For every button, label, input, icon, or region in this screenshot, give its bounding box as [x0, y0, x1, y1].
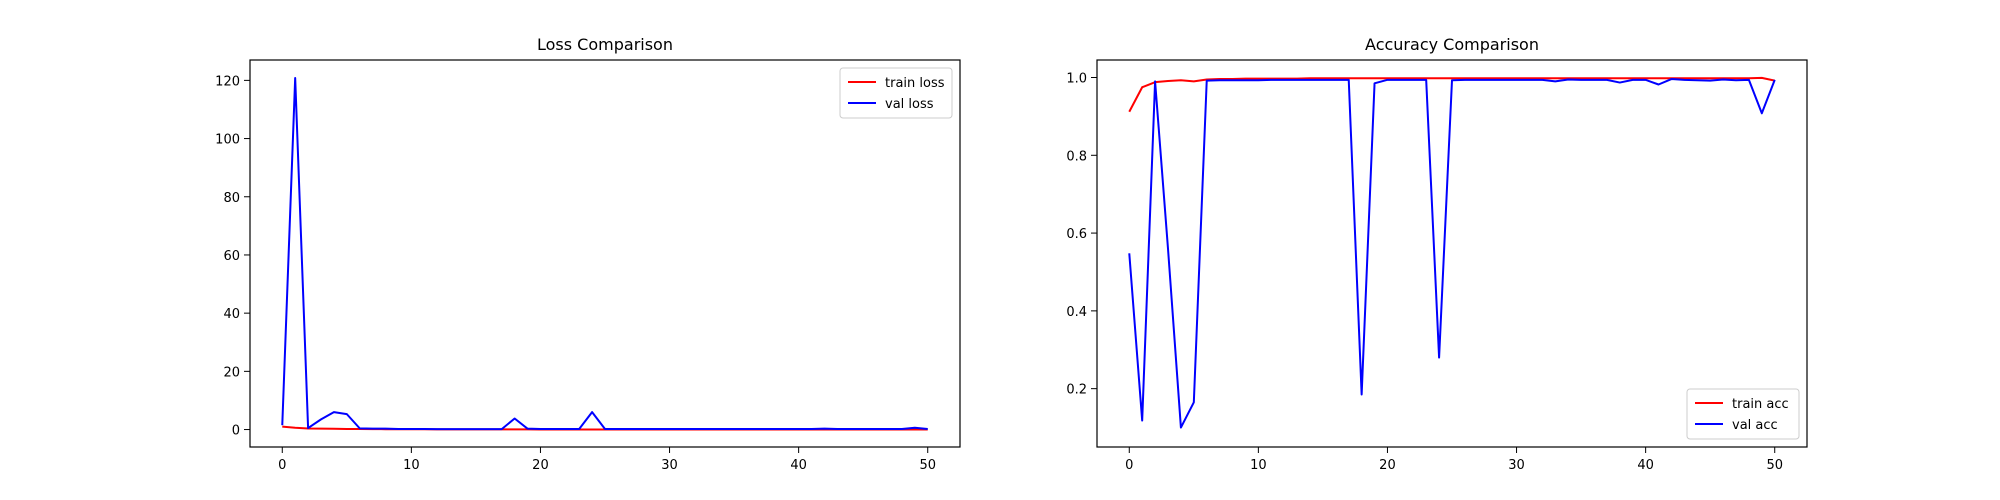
- y-tick-label: 20: [223, 365, 240, 380]
- series-line-val-loss: [281, 77, 928, 431]
- legend-label: val loss: [885, 97, 934, 112]
- chart-title: Accuracy Comparison: [1365, 35, 1539, 54]
- y-tick-label: 0.2: [1066, 383, 1087, 398]
- legend-box: [839, 67, 953, 119]
- x-tick-label: 50: [919, 458, 936, 473]
- legend: train acc val acc: [1686, 388, 1800, 440]
- y-tick-label: 0.8: [1066, 149, 1087, 164]
- legend-label: train loss: [885, 76, 945, 91]
- series-line-train-acc: [1128, 76, 1775, 113]
- x-tick-label: 30: [661, 458, 678, 473]
- y-tick-label: 0.6: [1066, 227, 1087, 242]
- y-tick-label: 120: [215, 74, 240, 89]
- legend: train loss val loss: [839, 67, 953, 119]
- x-tick-label: 10: [1250, 458, 1267, 473]
- accuracy-chart: Accuracy Comparison 0 10 20 30 40 50 0.2 0.4 0.6 0…: [1066, 35, 1808, 473]
- y-tick-label: 0: [232, 424, 240, 439]
- x-tick-label: 40: [790, 458, 807, 473]
- y-tick-label: 0.4: [1066, 305, 1087, 320]
- y-tick-label: 100: [215, 133, 240, 148]
- x-tick-label: 40: [1637, 458, 1654, 473]
- x-tick-label: 20: [532, 458, 549, 473]
- x-tick-label: 30: [1508, 458, 1525, 473]
- x-tick-label: 50: [1766, 458, 1783, 473]
- series-line-val-acc: [1128, 78, 1776, 429]
- loss-chart: Loss Comparison 0 10 20 30 40 50 0 20 40 60 80 100 12…: [215, 35, 961, 473]
- y-tick-label: 80: [223, 191, 240, 206]
- legend-label: val acc: [1732, 418, 1778, 433]
- x-tick-label: 0: [1125, 458, 1133, 473]
- legend-label: train acc: [1732, 397, 1789, 412]
- y-tick-label: 40: [223, 307, 240, 322]
- x-tick-label: 10: [403, 458, 420, 473]
- chart-title: Loss Comparison: [537, 35, 673, 54]
- axes-frame: [1096, 59, 1808, 448]
- y-tick-label: 60: [223, 249, 240, 264]
- x-tick-label: 0: [278, 458, 286, 473]
- x-tick-label: 20: [1379, 458, 1396, 473]
- y-tick-label: 1.0: [1066, 72, 1087, 87]
- legend-box: [1686, 388, 1800, 440]
- axes-frame: [249, 59, 961, 448]
